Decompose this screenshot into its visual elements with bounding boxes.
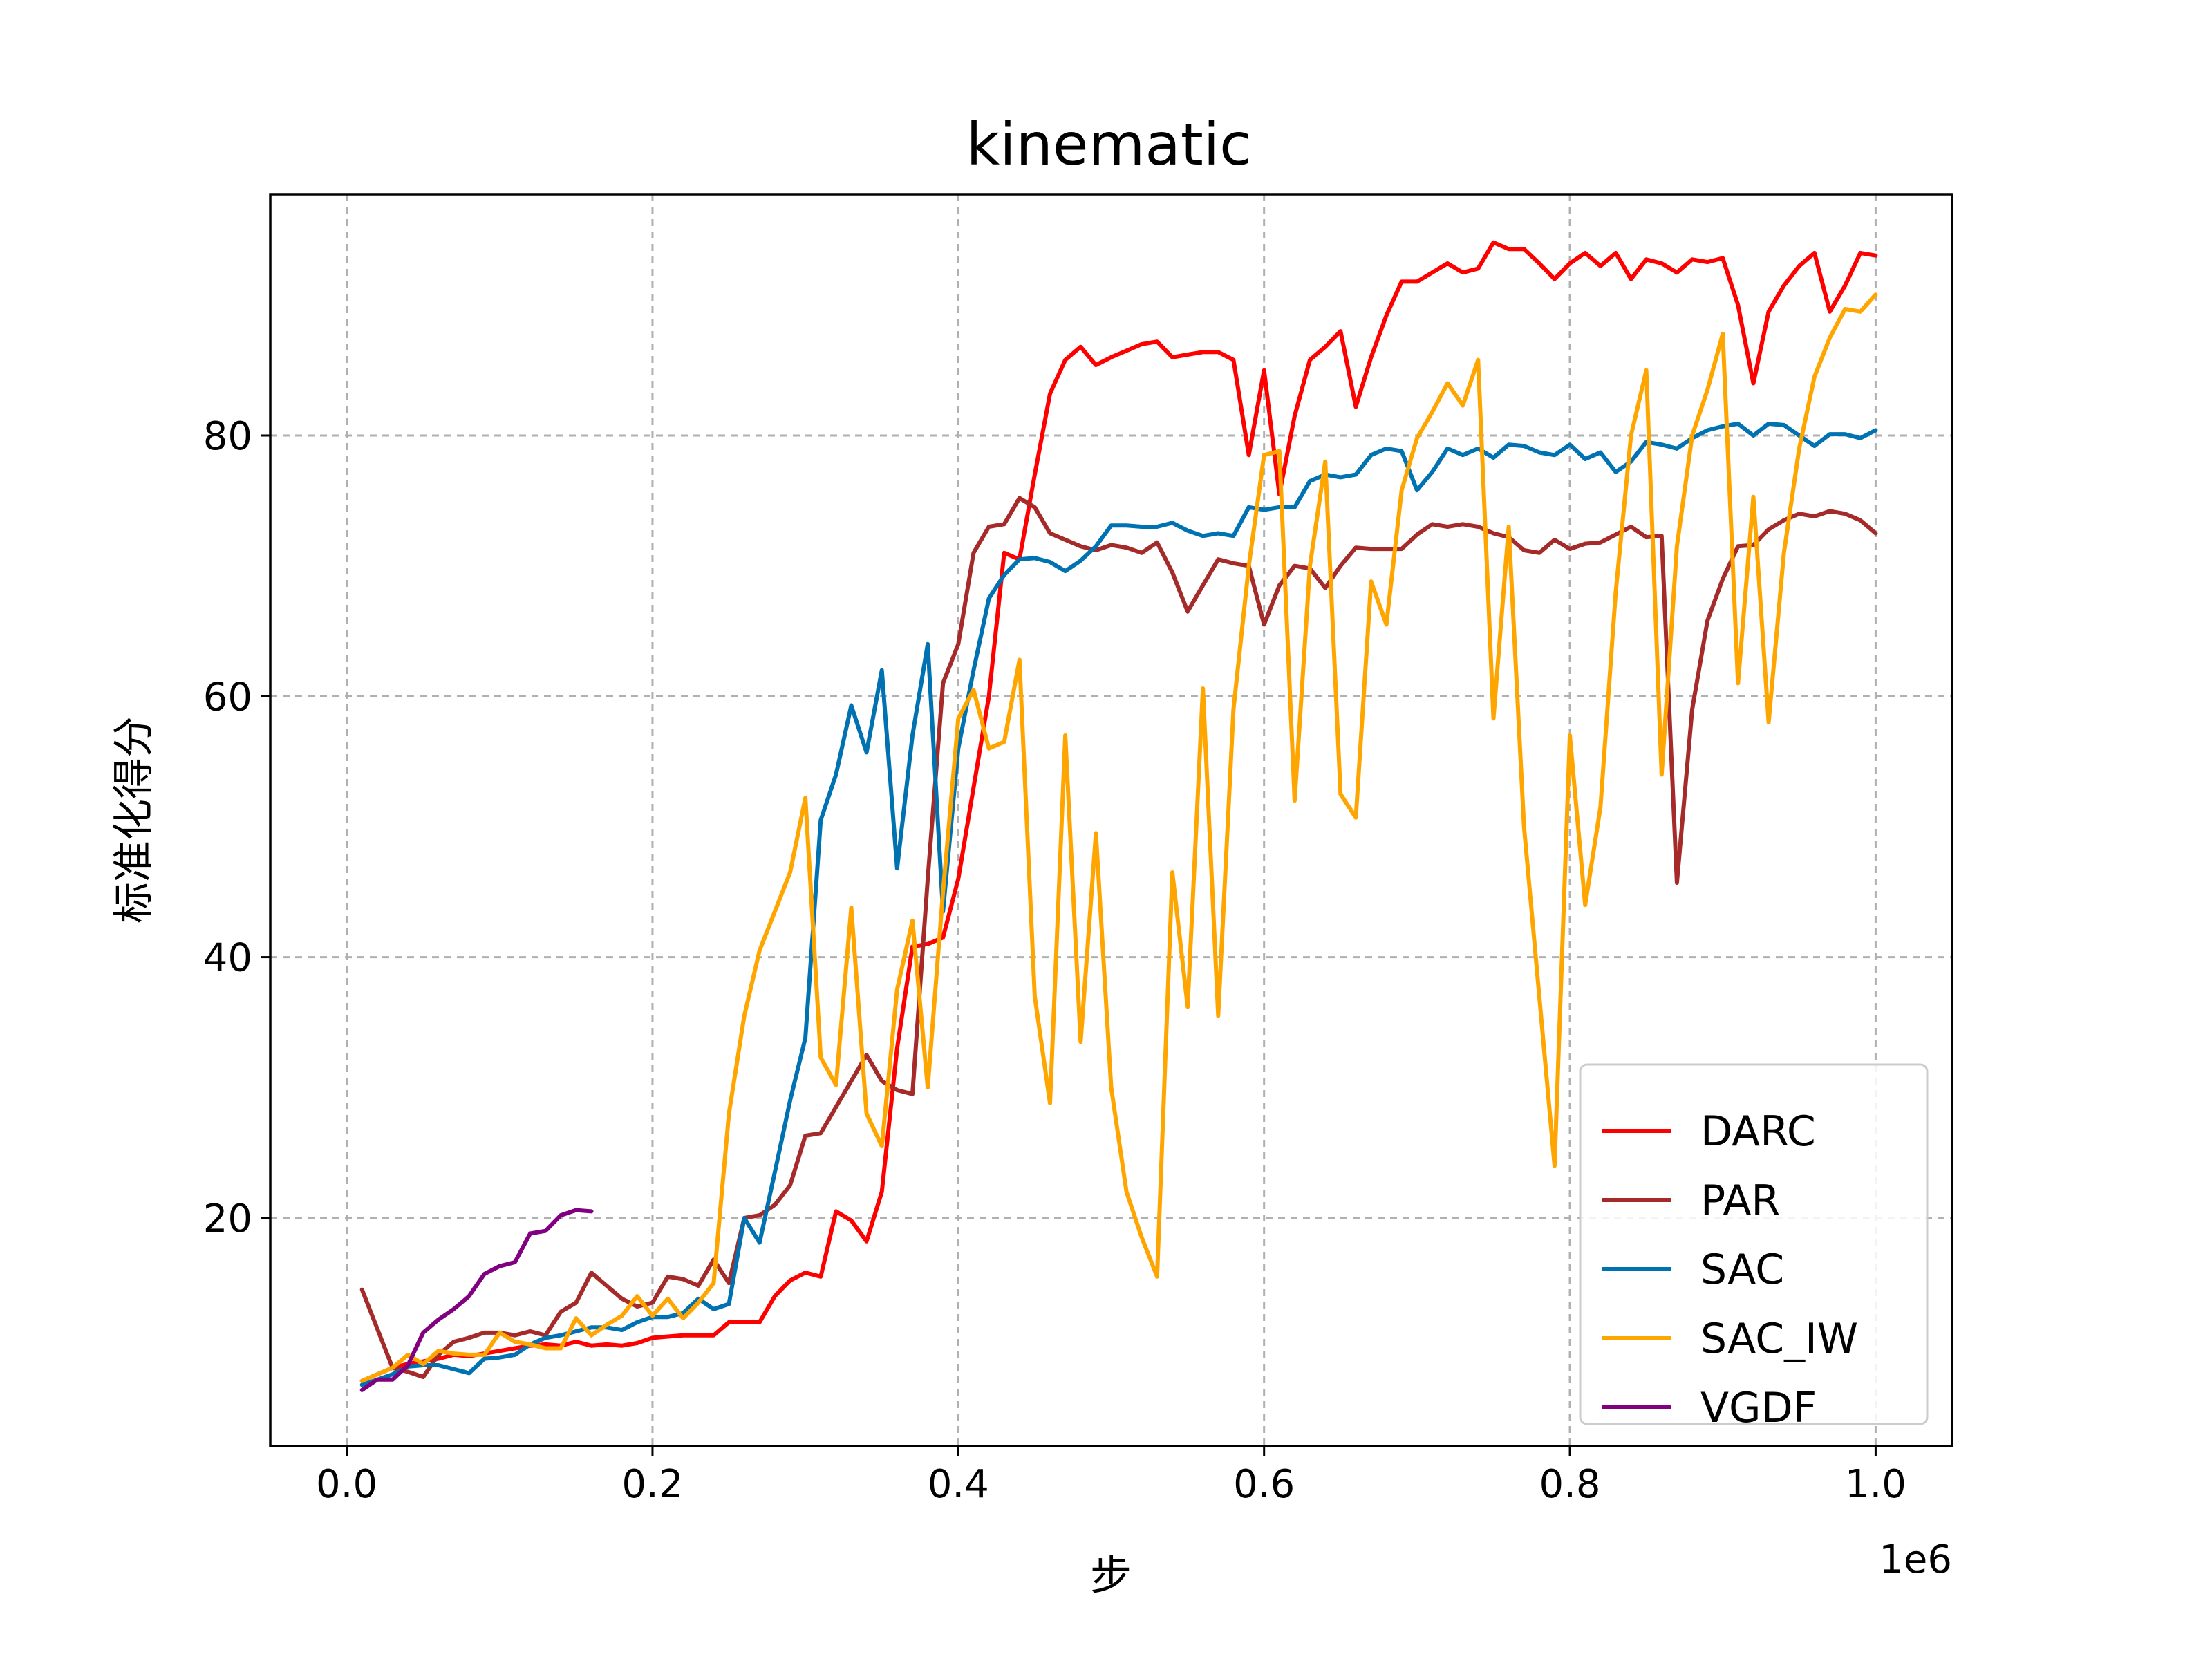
series-line-sac [359,422,1878,1387]
y-tick-label: 60 [203,675,252,720]
legend-label-darc: DARC [1700,1107,1816,1156]
legend-frame [1579,1063,1929,1425]
series-line-sac-iw [359,292,1878,1383]
y-axis-label: 标准化得分 [110,716,158,924]
plot-frame [269,193,1953,1447]
chart-title: kinematic [966,111,1252,178]
x-tick-label: 0.8 [1539,1462,1601,1507]
series-layer [359,240,1878,1392]
legend-label-vgdf: VGDF [1700,1384,1817,1432]
legend-label-sac-iw: SAC_IW [1700,1315,1858,1363]
series-line-darc [359,240,1878,1383]
x-tick-label: 0.0 [316,1462,377,1507]
y-tick-label: 20 [203,1197,252,1241]
legend: DARC PAR SAC SAC_IW VGDF [1579,1063,1929,1432]
x-tick-label: 0.6 [1233,1462,1295,1507]
legend-label-sac: SAC [1700,1246,1784,1294]
axis-ticks: 0.0 0.2 0.4 0.6 0.8 1.0 20 40 60 80 [203,414,1906,1507]
y-tick-label: 40 [203,936,252,981]
legend-label-par: PAR [1700,1177,1780,1225]
x-axis-label: 步 [1090,1552,1132,1600]
x-tick-label: 0.2 [621,1462,683,1507]
x-tick-label: 1.0 [1845,1462,1906,1507]
y-tick-label: 80 [203,414,252,459]
series-line-vgdf [359,1208,594,1392]
x-axis-multiplier: 1e6 [1879,1537,1952,1582]
x-tick-label: 0.4 [928,1462,989,1507]
grid-lines [270,194,1952,1446]
